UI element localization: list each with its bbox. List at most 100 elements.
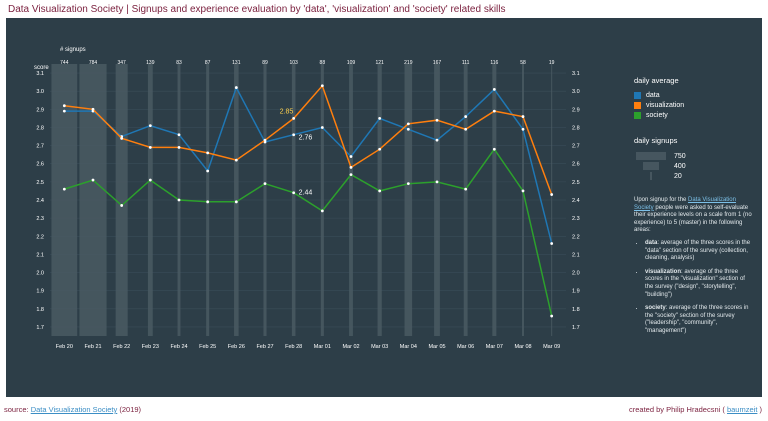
y-tick-label-right: 2.9: [572, 107, 580, 113]
data-point-data: [234, 86, 238, 89]
data-point-visualization: [320, 84, 324, 88]
signups-legend-20: 20: [634, 171, 752, 181]
signup-bar: [492, 64, 497, 336]
y-tick-label-right: 1.7: [572, 325, 580, 331]
signup-bar: [263, 64, 267, 336]
legend-item-visualization: visualization: [634, 101, 752, 110]
data-point-society: [234, 200, 238, 204]
x-tick-label: Feb 27: [256, 344, 273, 350]
y-tick-label-left: 3.1: [36, 71, 44, 77]
data-point-society: [206, 200, 210, 204]
data-point-data: [62, 109, 66, 113]
data-point-visualization: [148, 146, 152, 149]
description-item-society: society: average of the three scores in …: [645, 305, 752, 335]
x-tick-label: Mar 03: [371, 344, 388, 350]
signup-count: 89: [262, 60, 268, 66]
signup-bar: [206, 64, 210, 336]
x-tick-label: Feb 20: [56, 344, 73, 350]
y-tick-label-right: 2.4: [572, 198, 580, 204]
x-tick-label: Feb 28: [285, 344, 302, 350]
signup-bar: [377, 64, 382, 336]
data-point-data: [492, 87, 496, 91]
legend-item-data: data: [634, 91, 752, 100]
y-tick-label-right: 2.7: [572, 144, 580, 150]
signup-bar: [115, 64, 128, 336]
signup-count: 121: [375, 60, 384, 66]
page-title: Data Visualization Society | Signups and…: [8, 4, 506, 15]
signup-count: 109: [347, 60, 356, 66]
y-tick-label-left: 2.7: [36, 144, 44, 150]
signup-count: 88: [320, 60, 326, 66]
data-point-society: [406, 182, 410, 186]
data-point-visualization: [521, 115, 525, 118]
signup-bar: [404, 64, 413, 336]
description-item-data: data: average of the three scores in the…: [645, 240, 752, 263]
y-tick-label-left: 2.2: [36, 234, 44, 240]
signup-bar: [147, 64, 153, 336]
data-point-society: [91, 178, 95, 182]
y-tick-label-left: 1.8: [36, 307, 44, 313]
x-tick-label: Mar 01: [314, 344, 331, 350]
x-tick-label: Feb 21: [84, 344, 101, 350]
signup-count: 111: [462, 60, 470, 66]
source-link[interactable]: Data Visualization Society: [30, 405, 118, 414]
signup-count: 83: [176, 60, 182, 66]
y-tick-label-right: 2.8: [572, 125, 580, 131]
signups-bar-20: [650, 172, 652, 180]
signup-bar: [79, 64, 107, 336]
legend-title: daily average: [634, 76, 679, 85]
y-tick-label-right: 2.5: [572, 180, 580, 186]
legend-item-society: society: [634, 111, 752, 120]
legend-swatch-visualization: [634, 102, 641, 109]
signup-bar: [320, 64, 324, 336]
author-link[interactable]: baumzeit: [726, 405, 758, 414]
data-point-visualization: [120, 136, 124, 140]
data-point-visualization: [464, 127, 468, 131]
y-tick-label-left: 2.8: [36, 125, 44, 131]
y-tick-label-right: 2.2: [572, 234, 580, 240]
data-point-visualization: [263, 138, 267, 142]
description-list: data: average of the three scores in the…: [634, 240, 752, 336]
y-tick-label-right: 2.1: [572, 252, 580, 258]
data-point-visualization: [406, 122, 410, 126]
sidebar: daily average data visualization society…: [634, 76, 752, 342]
data-point-visualization: [550, 193, 554, 196]
signup-bar: [521, 64, 525, 336]
signups-legend-label: 20: [674, 172, 682, 180]
data-point-society: [521, 189, 525, 193]
title-bar: Data Visualization Society | Signups and…: [0, 0, 768, 18]
signups-bar-750: [636, 152, 666, 160]
x-tick-label: Mar 02: [342, 344, 359, 350]
signup-bar: [551, 64, 553, 336]
signup-bar: [51, 64, 78, 336]
annotation-label: 2.44: [299, 190, 313, 197]
x-tick-label: Mar 06: [457, 344, 474, 350]
y-tick-label-left: 1.9: [36, 289, 44, 295]
data-point-society: [263, 182, 267, 186]
y-tick-label-left: 3.0: [36, 89, 44, 95]
description-item-visualization: visualization: average of the three scor…: [645, 269, 752, 299]
signup-count: 219: [404, 60, 413, 66]
data-point-visualization: [62, 104, 66, 108]
data-point-society: [62, 187, 66, 191]
y-tick-label-right: 1.9: [572, 289, 580, 295]
signup-bar: [349, 64, 353, 336]
signup-count: 784: [89, 60, 98, 66]
data-point-visualization: [91, 107, 95, 111]
data-point-data: [349, 155, 353, 158]
signup-count: 116: [490, 60, 498, 66]
annotation-label: 2.76: [299, 135, 313, 142]
data-point-visualization: [435, 118, 439, 122]
x-tick-label: Feb 25: [199, 344, 216, 350]
data-point-data: [435, 138, 439, 142]
line-chart: 1.7 1.7 1.8 1.8 1.9 1.9 2.0 2.0 2.1 2.1 2.2 2.2 2.3 2…: [34, 47, 580, 350]
signup-count: 103: [289, 60, 298, 66]
data-point-data: [406, 127, 410, 131]
data-point-society: [550, 314, 554, 318]
data-point-society: [349, 173, 353, 177]
dvs-link[interactable]: Data Visualization Society: [634, 197, 736, 211]
signups-bar-400: [643, 162, 659, 170]
credit-footer: created by Philip Hradecsni ( baumzeit ): [629, 405, 762, 414]
y-tick-label-right: 3.1: [572, 71, 580, 77]
signup-count: 131: [232, 60, 241, 66]
